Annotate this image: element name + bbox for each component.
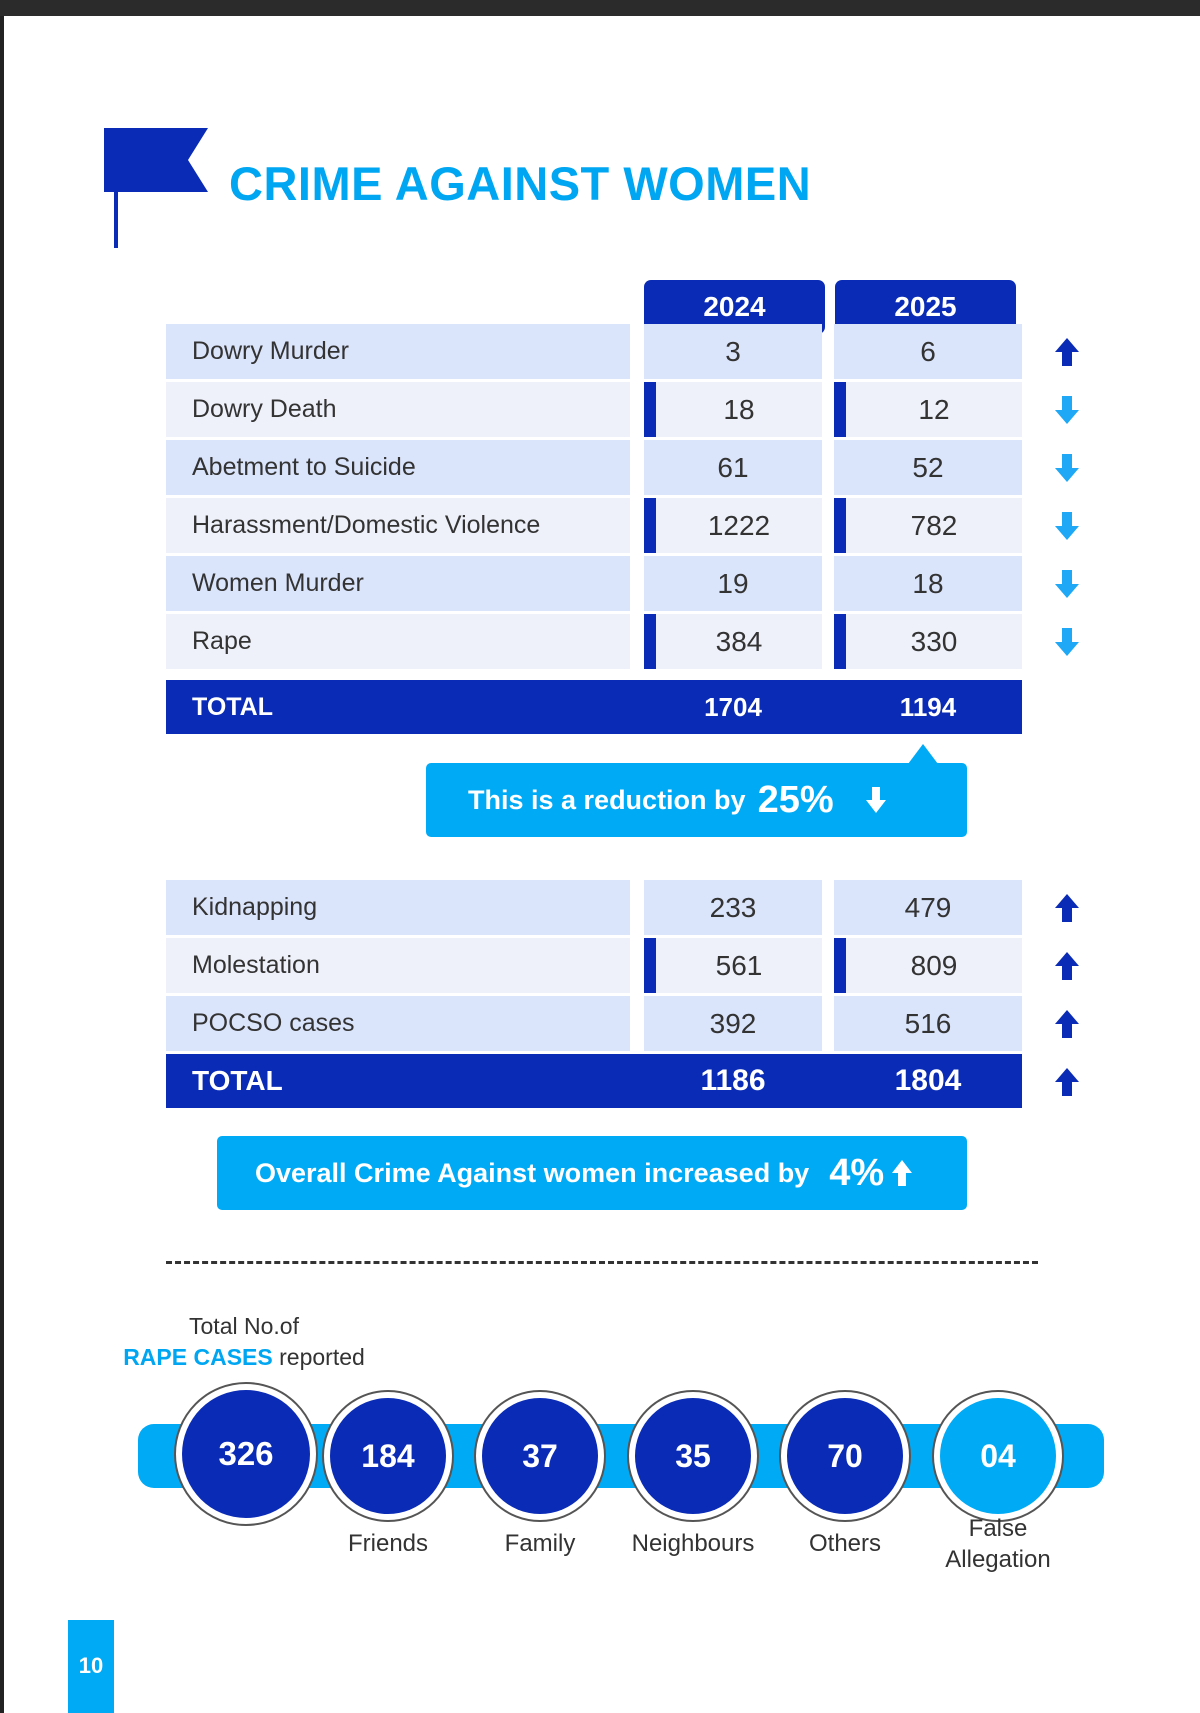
row-label: Dowry Death: [166, 382, 630, 437]
table-row: Dowry Death 18 12: [166, 382, 1079, 437]
table-row: Dowry Murder 3 6: [166, 324, 1079, 379]
value-2024: 3: [644, 324, 822, 379]
row-label: Molestation: [166, 938, 630, 993]
increase-text: Overall Crime Against women increased by: [255, 1157, 810, 1188]
rape-label-highlight: RAPE CASES: [123, 1344, 273, 1370]
rape-total-circle: 326: [174, 1382, 318, 1526]
row-label: Abetment to Suicide: [166, 440, 630, 495]
page-title: CRIME AGAINST WOMEN: [229, 157, 812, 210]
reduction-value: 25%: [757, 778, 834, 821]
total-2024: 1186: [700, 1064, 766, 1097]
value-2025: 330: [834, 614, 1022, 669]
table-row: POCSO cases 392 516: [166, 996, 1079, 1051]
total-label: TOTAL: [192, 692, 274, 721]
section-divider: [166, 1261, 1038, 1264]
value-2025: 12: [834, 382, 1022, 437]
arrow-up-icon: [1055, 952, 1079, 980]
breakdown-label-line2: Allegation: [945, 1546, 1051, 1573]
arrow-up-icon: [892, 1160, 913, 1186]
breakdown-value: 04: [940, 1398, 1056, 1514]
breakdown-value: 70: [787, 1398, 903, 1514]
total-2025: 1804: [894, 1064, 962, 1097]
arrow-down-icon: [1055, 512, 1079, 540]
window-top-bar: [0, 0, 1200, 16]
total-label: TOTAL: [192, 1065, 283, 1096]
table-row: Molestation 561 809: [166, 938, 1079, 993]
value-2025: 809: [834, 938, 1022, 993]
breakdown-circle: 184: [322, 1390, 454, 1522]
rape-total-value: 326: [182, 1390, 310, 1518]
arrow-down-icon: [1055, 396, 1079, 424]
value-2024: 561: [644, 938, 822, 993]
value-2024: 1222: [644, 498, 822, 553]
value-2024: 392: [644, 996, 822, 1051]
value-2024: 19: [644, 556, 822, 611]
breakdown-circle: 37: [474, 1390, 606, 1522]
arrow-up-icon: [1055, 1010, 1079, 1038]
row-label: Kidnapping: [166, 880, 630, 935]
arrow-down-icon: [1055, 628, 1079, 656]
value-2025: 479: [834, 880, 1022, 935]
reduction-text: This is a reduction by: [468, 784, 746, 815]
table-row: Rape 384 330: [166, 614, 1079, 669]
callout-pointer: [908, 744, 938, 764]
rape-label-rest: reported: [279, 1344, 365, 1370]
table-row: Harassment/Domestic Violence 1222 782: [166, 498, 1079, 553]
value-2025: 6: [834, 324, 1022, 379]
breakdown-value: 184: [330, 1398, 446, 1514]
breakdown-circle: 04: [932, 1390, 1064, 1522]
table-row: Women Murder 19 18: [166, 556, 1079, 611]
document-page: CRIME AGAINST WOMEN 2024 2025 Dowry Murd…: [4, 16, 1200, 1713]
total-row: TOTAL 1704 1194: [166, 680, 1022, 734]
total-2024: 1704: [704, 691, 762, 722]
row-label: Women Murder: [166, 556, 630, 611]
rape-cases-label: Total No.of RAPE CASES reported: [104, 1311, 384, 1373]
value-2024: 61: [644, 440, 822, 495]
breakdown-value: 37: [482, 1398, 598, 1514]
breakdown-label: False Allegation: [918, 1513, 1078, 1575]
flag-icon: [104, 128, 208, 248]
value-2025: 516: [834, 996, 1022, 1051]
breakdown-label: Others: [808, 1530, 882, 1557]
table-row: Kidnapping 233 479: [166, 880, 1079, 935]
row-label: Dowry Murder: [166, 324, 630, 379]
value-2024: 233: [644, 880, 822, 935]
value-2025: 52: [834, 440, 1022, 495]
table-row: Abetment to Suicide 61 52: [166, 440, 1079, 495]
breakdown-label: Neighbours: [631, 1530, 755, 1557]
value-2025: 782: [834, 498, 1022, 553]
breakdown-label: Family: [504, 1530, 576, 1557]
arrow-down-icon: [1055, 454, 1079, 482]
increase-callout: Overall Crime Against women increased by…: [217, 1136, 967, 1210]
page-number: 10: [68, 1620, 114, 1713]
breakdown-value: 35: [635, 1398, 751, 1514]
arrow-down-icon: [865, 787, 886, 813]
total-row: TOTAL 1186 1804: [166, 1054, 1022, 1108]
value-2024: 384: [644, 614, 822, 669]
arrow-up-icon: [1055, 1068, 1079, 1096]
breakdown-circle: 35: [627, 1390, 759, 1522]
increase-value: 4%: [829, 1151, 885, 1194]
breakdown-circle: 70: [779, 1390, 911, 1522]
breakdown-label: Friends: [347, 1530, 429, 1557]
reduction-callout: This is a reduction by 25%: [426, 763, 967, 837]
total-2025: 1194: [899, 691, 957, 722]
arrow-up-icon: [1055, 338, 1079, 366]
value-2024: 18: [644, 382, 822, 437]
rape-label-line1: Total No.of: [189, 1313, 299, 1339]
value-2025: 18: [834, 556, 1022, 611]
arrow-up-icon: [1055, 894, 1079, 922]
arrow-down-icon: [1055, 570, 1079, 598]
row-label: POCSO cases: [166, 996, 630, 1051]
row-label: Rape: [166, 614, 630, 669]
breakdown-label-line1: False: [968, 1515, 1028, 1542]
row-label: Harassment/Domestic Violence: [166, 498, 630, 553]
